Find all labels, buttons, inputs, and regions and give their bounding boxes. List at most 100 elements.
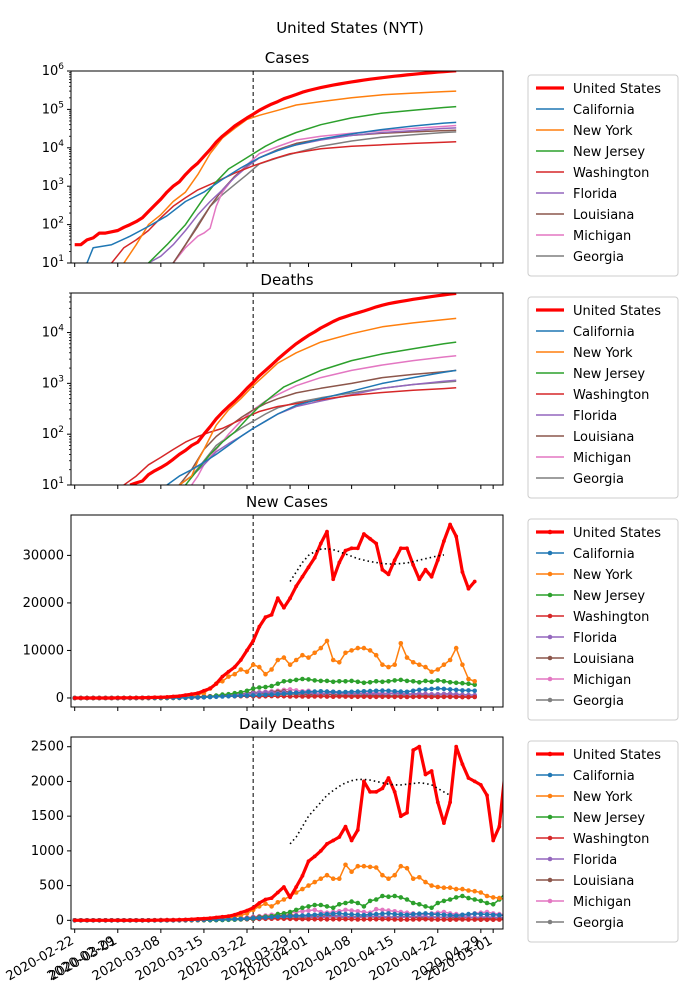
data-point bbox=[386, 688, 391, 694]
data-point bbox=[195, 691, 200, 696]
data-point bbox=[300, 913, 305, 918]
data-point bbox=[429, 679, 434, 685]
legend-label: Georgia bbox=[573, 694, 624, 709]
data-point bbox=[435, 800, 440, 805]
data-point bbox=[312, 907, 318, 913]
data-point bbox=[429, 686, 434, 692]
data-point bbox=[275, 890, 280, 895]
data-point bbox=[386, 776, 391, 780]
data-point bbox=[343, 911, 348, 917]
data-point bbox=[330, 657, 336, 663]
data-point bbox=[392, 689, 398, 694]
data-point bbox=[355, 863, 361, 869]
data-point bbox=[269, 904, 274, 909]
legend-label: Florida bbox=[573, 187, 617, 202]
data-point bbox=[380, 662, 385, 667]
data-point bbox=[361, 912, 367, 918]
series-line-new-jersey bbox=[184, 341, 457, 485]
data-point bbox=[478, 911, 484, 917]
data-point bbox=[171, 918, 176, 922]
data-point bbox=[306, 859, 311, 864]
data-point bbox=[392, 872, 398, 878]
data-point bbox=[337, 660, 342, 665]
data-point bbox=[362, 532, 366, 536]
data-point bbox=[287, 913, 293, 919]
data-point bbox=[398, 689, 404, 694]
data-point bbox=[435, 912, 441, 917]
data-point bbox=[466, 895, 471, 901]
legend-marker bbox=[547, 613, 553, 619]
data-point bbox=[250, 693, 256, 698]
data-point bbox=[146, 695, 151, 700]
data-point bbox=[361, 917, 367, 922]
data-point bbox=[208, 916, 213, 921]
legend-marker bbox=[547, 856, 553, 862]
legend: United States California New York New Jerse… bbox=[527, 740, 679, 943]
data-point bbox=[337, 911, 342, 916]
data-point bbox=[287, 690, 293, 696]
data-point bbox=[398, 895, 404, 900]
data-point bbox=[410, 679, 416, 684]
data-point bbox=[405, 810, 409, 815]
data-point bbox=[85, 696, 89, 700]
data-point bbox=[97, 696, 102, 700]
data-point bbox=[503, 913, 508, 918]
data-point bbox=[368, 536, 372, 541]
data-point bbox=[447, 687, 453, 692]
legend-marker bbox=[547, 571, 553, 577]
data-point bbox=[337, 690, 342, 695]
data-point bbox=[287, 694, 293, 699]
data-point bbox=[404, 912, 410, 918]
data-point bbox=[373, 652, 379, 658]
legend-label: United States bbox=[573, 748, 661, 763]
data-point bbox=[324, 872, 330, 878]
data-point bbox=[325, 842, 329, 846]
data-point bbox=[503, 915, 508, 920]
data-point bbox=[232, 912, 237, 917]
data-point bbox=[355, 909, 361, 914]
data-point bbox=[281, 897, 287, 902]
data-point bbox=[257, 624, 262, 629]
legend-label: New York bbox=[573, 568, 633, 583]
data-point bbox=[466, 676, 471, 682]
data-point bbox=[312, 650, 318, 656]
data-point bbox=[410, 876, 416, 881]
data-point bbox=[244, 669, 250, 675]
data-point bbox=[380, 567, 385, 572]
data-point bbox=[405, 546, 409, 551]
legend-label: New Jersey bbox=[573, 367, 645, 382]
data-point bbox=[453, 694, 459, 700]
data-point bbox=[275, 914, 281, 920]
data-point bbox=[122, 918, 126, 923]
data-point bbox=[325, 529, 329, 534]
y-tick-label: 0 bbox=[56, 913, 64, 928]
y-tick-label: 1500 bbox=[31, 809, 64, 824]
data-point bbox=[442, 539, 446, 543]
data-point bbox=[269, 692, 274, 697]
data-point bbox=[478, 890, 484, 895]
data-point bbox=[238, 690, 244, 695]
legend: United States California New York New Jerse… bbox=[527, 296, 679, 499]
data-point bbox=[287, 909, 293, 915]
data-point bbox=[404, 865, 410, 871]
data-point bbox=[441, 898, 447, 904]
data-point bbox=[447, 912, 453, 918]
data-point bbox=[466, 776, 471, 780]
y-tick-label: 0 bbox=[56, 691, 64, 706]
data-point bbox=[417, 662, 422, 667]
data-point bbox=[423, 567, 428, 572]
data-point bbox=[238, 658, 243, 662]
data-point bbox=[152, 695, 157, 700]
data-point bbox=[349, 838, 354, 843]
y-tick-label: 103 bbox=[42, 177, 64, 194]
data-point bbox=[367, 864, 373, 870]
data-point bbox=[453, 913, 459, 918]
data-point bbox=[423, 904, 428, 909]
data-point bbox=[337, 694, 342, 699]
data-point bbox=[318, 876, 324, 881]
data-point bbox=[158, 918, 163, 922]
data-point bbox=[103, 696, 108, 700]
data-point bbox=[503, 916, 508, 921]
data-point bbox=[330, 917, 336, 922]
